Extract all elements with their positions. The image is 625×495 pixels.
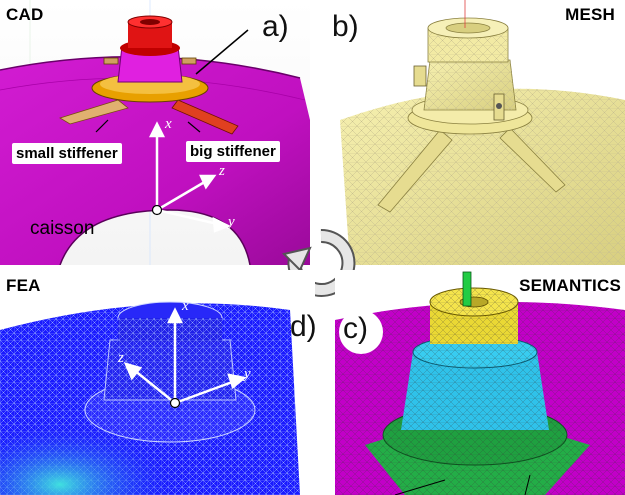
mesh-panel: MESH b) [330, 0, 625, 265]
fea-axis-y-label: y [244, 366, 251, 382]
semantics-render [335, 270, 625, 495]
cad-panel: CAD a) small stiffener big stiffener cai… [0, 0, 310, 265]
panel-letter-a: a) [262, 10, 289, 43]
axis-y-label: y [228, 214, 235, 230]
fea-axis-z-label: z [118, 350, 124, 366]
axis-z-label: z [219, 163, 225, 179]
fea-render [0, 270, 315, 495]
panel-letter-d: d) [290, 310, 315, 343]
axis-x-label: x [165, 116, 172, 132]
big-stiffener-label: big stiffener [186, 141, 280, 162]
semantics-title: SEMANTICS [519, 276, 621, 295]
small-stiffener-label: small stiffener [12, 143, 122, 164]
panel-letter-b: b) [332, 10, 359, 43]
cad-title: CAD [6, 5, 44, 24]
fea-title: FEA [6, 276, 41, 295]
panel-letter-c-badge [339, 310, 383, 354]
mesh-title: MESH [565, 5, 615, 24]
caisson-label: caisson [30, 218, 95, 239]
mesh-render [330, 0, 625, 265]
fea-panel: FEA d) x z y [0, 270, 315, 495]
cad-render [0, 0, 310, 265]
semantics-panel: SEMANTICS c) [335, 270, 625, 495]
fea-axis-x-label: x [182, 298, 189, 314]
panel-letter-c: c) [343, 312, 368, 345]
